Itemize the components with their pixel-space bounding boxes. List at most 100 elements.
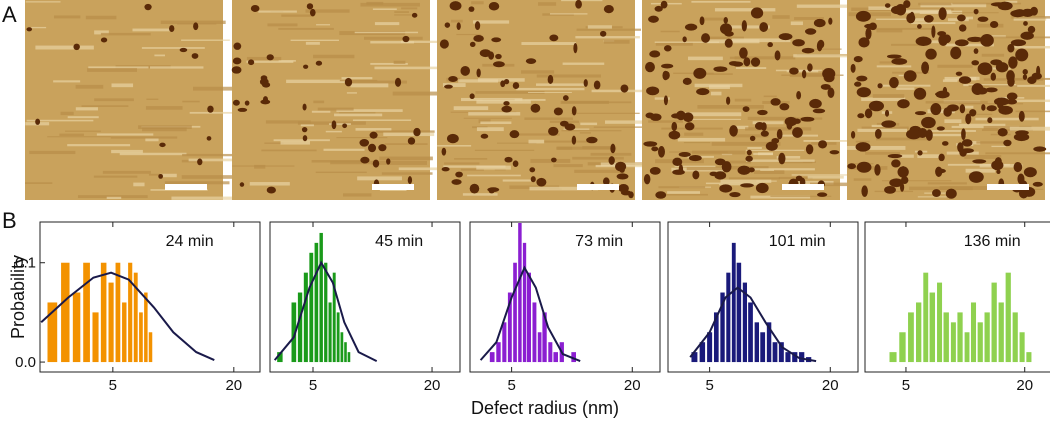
streak [968, 85, 1018, 87]
streak [710, 91, 722, 96]
defect [971, 60, 980, 66]
streak [778, 176, 813, 180]
streak [132, 28, 170, 32]
bar [766, 322, 772, 363]
bar [542, 312, 547, 363]
fit-curve [479, 265, 581, 363]
defect [884, 186, 896, 194]
defect [947, 104, 959, 112]
defect [1013, 161, 1023, 173]
y-tick-label: 0.1 [15, 255, 36, 272]
streak [855, 140, 870, 143]
streak [313, 100, 325, 104]
defect [740, 183, 754, 188]
defect [995, 62, 1009, 73]
streak [392, 91, 453, 96]
defect [444, 84, 453, 89]
defect [989, 20, 999, 28]
streak [437, 145, 472, 147]
streak [734, 98, 752, 102]
defect [603, 4, 614, 14]
streak [561, 0, 603, 2]
defect [650, 113, 662, 121]
defect [724, 31, 734, 37]
streak [111, 149, 143, 154]
defect [250, 5, 260, 12]
bar [297, 292, 303, 363]
streak [691, 118, 741, 120]
streak [181, 175, 246, 179]
bar [950, 322, 956, 363]
defect [977, 62, 993, 76]
streak [964, 154, 1002, 159]
defect [259, 78, 269, 86]
defect [512, 82, 520, 90]
streak [1011, 16, 1050, 19]
streak [542, 13, 574, 16]
streak [261, 149, 317, 152]
streak [394, 11, 409, 13]
plot-frame [667, 221, 859, 373]
defect [615, 161, 627, 172]
plot-frame [269, 221, 461, 373]
bar [502, 322, 507, 363]
panel-title: 136 min [964, 233, 1021, 250]
fit-curve [40, 271, 215, 362]
streak [572, 156, 624, 160]
defect [1003, 139, 1012, 147]
defect [378, 144, 387, 152]
defect [413, 127, 421, 137]
streak [966, 141, 981, 145]
defect [887, 153, 903, 159]
streak [965, 168, 996, 173]
defect [448, 75, 458, 82]
streak [549, 13, 588, 15]
streak [467, 174, 521, 177]
streak [26, 119, 94, 122]
streak [374, 66, 445, 70]
streak [96, 133, 154, 136]
defect [1013, 133, 1030, 142]
streak [453, 106, 489, 111]
streak [697, 105, 764, 109]
streak [732, 134, 769, 138]
streak [910, 22, 956, 25]
streak [329, 123, 351, 125]
streak [512, 133, 560, 136]
streak [983, 125, 1032, 130]
streak [246, 60, 294, 63]
defect [932, 189, 941, 197]
defect [921, 61, 930, 75]
defect [971, 83, 984, 95]
streak [772, 15, 790, 19]
streak [354, 31, 419, 34]
defect [856, 161, 872, 173]
streak [59, 133, 84, 137]
streak [258, 10, 297, 13]
streak [1013, 17, 1047, 21]
streak [789, 73, 835, 78]
streak [920, 3, 987, 8]
defect [232, 57, 242, 65]
defect [26, 27, 33, 32]
bar [984, 312, 990, 363]
streak [323, 148, 365, 151]
plot-frame [864, 221, 1050, 373]
streak [349, 80, 407, 84]
streak [718, 184, 760, 186]
defect [729, 125, 738, 137]
defect [950, 46, 962, 60]
defect [945, 188, 957, 199]
defect [500, 80, 506, 88]
defect [446, 133, 459, 144]
defect [473, 35, 484, 42]
defect [897, 99, 910, 109]
streak [579, 132, 592, 134]
defect [668, 130, 681, 140]
x-tick-label: 20 [624, 377, 641, 394]
defect [818, 140, 828, 149]
defect [868, 100, 885, 112]
streak [460, 168, 484, 171]
defect [965, 113, 972, 125]
defect [855, 142, 871, 152]
